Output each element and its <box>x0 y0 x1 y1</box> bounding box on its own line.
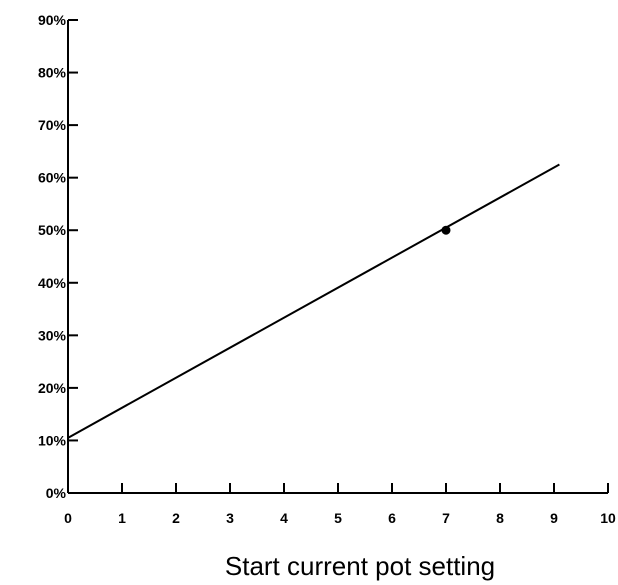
x-tick-label: 10 <box>600 510 616 526</box>
y-tick-label: 60% <box>38 170 67 186</box>
y-axis: 0% 10% 20% 30% 40% 50% 60% 70% 80% 90% <box>38 12 78 501</box>
y-tick-label: 30% <box>38 327 67 343</box>
series-line <box>67 163 560 439</box>
y-tick-label: 90% <box>38 12 67 28</box>
x-tick-label: 7 <box>442 510 450 526</box>
x-axis: 0 1 2 3 4 5 6 7 8 9 10 <box>64 483 616 526</box>
x-tick-label: 8 <box>496 510 504 526</box>
x-tick-label: 3 <box>226 510 234 526</box>
y-tick-label: 10% <box>38 432 67 448</box>
y-tick-label: 40% <box>38 275 67 291</box>
y-tick-label: 70% <box>38 117 67 133</box>
data-point-marker <box>441 225 451 235</box>
x-tick-label: 5 <box>334 510 342 526</box>
plot-area <box>67 163 560 439</box>
x-tick-label: 0 <box>64 510 72 526</box>
x-tick-label: 6 <box>388 510 396 526</box>
x-tick-label: 9 <box>550 510 558 526</box>
y-tick-label: 0% <box>46 485 67 501</box>
x-tick-label: 1 <box>118 510 126 526</box>
x-axis-label: Start current pot setting <box>225 551 495 581</box>
y-tick-label: 20% <box>38 380 67 396</box>
x-tick-label: 2 <box>172 510 180 526</box>
y-tick-label: 80% <box>38 65 67 81</box>
x-tick-label: 4 <box>280 510 288 526</box>
y-tick-label: 50% <box>38 222 67 238</box>
